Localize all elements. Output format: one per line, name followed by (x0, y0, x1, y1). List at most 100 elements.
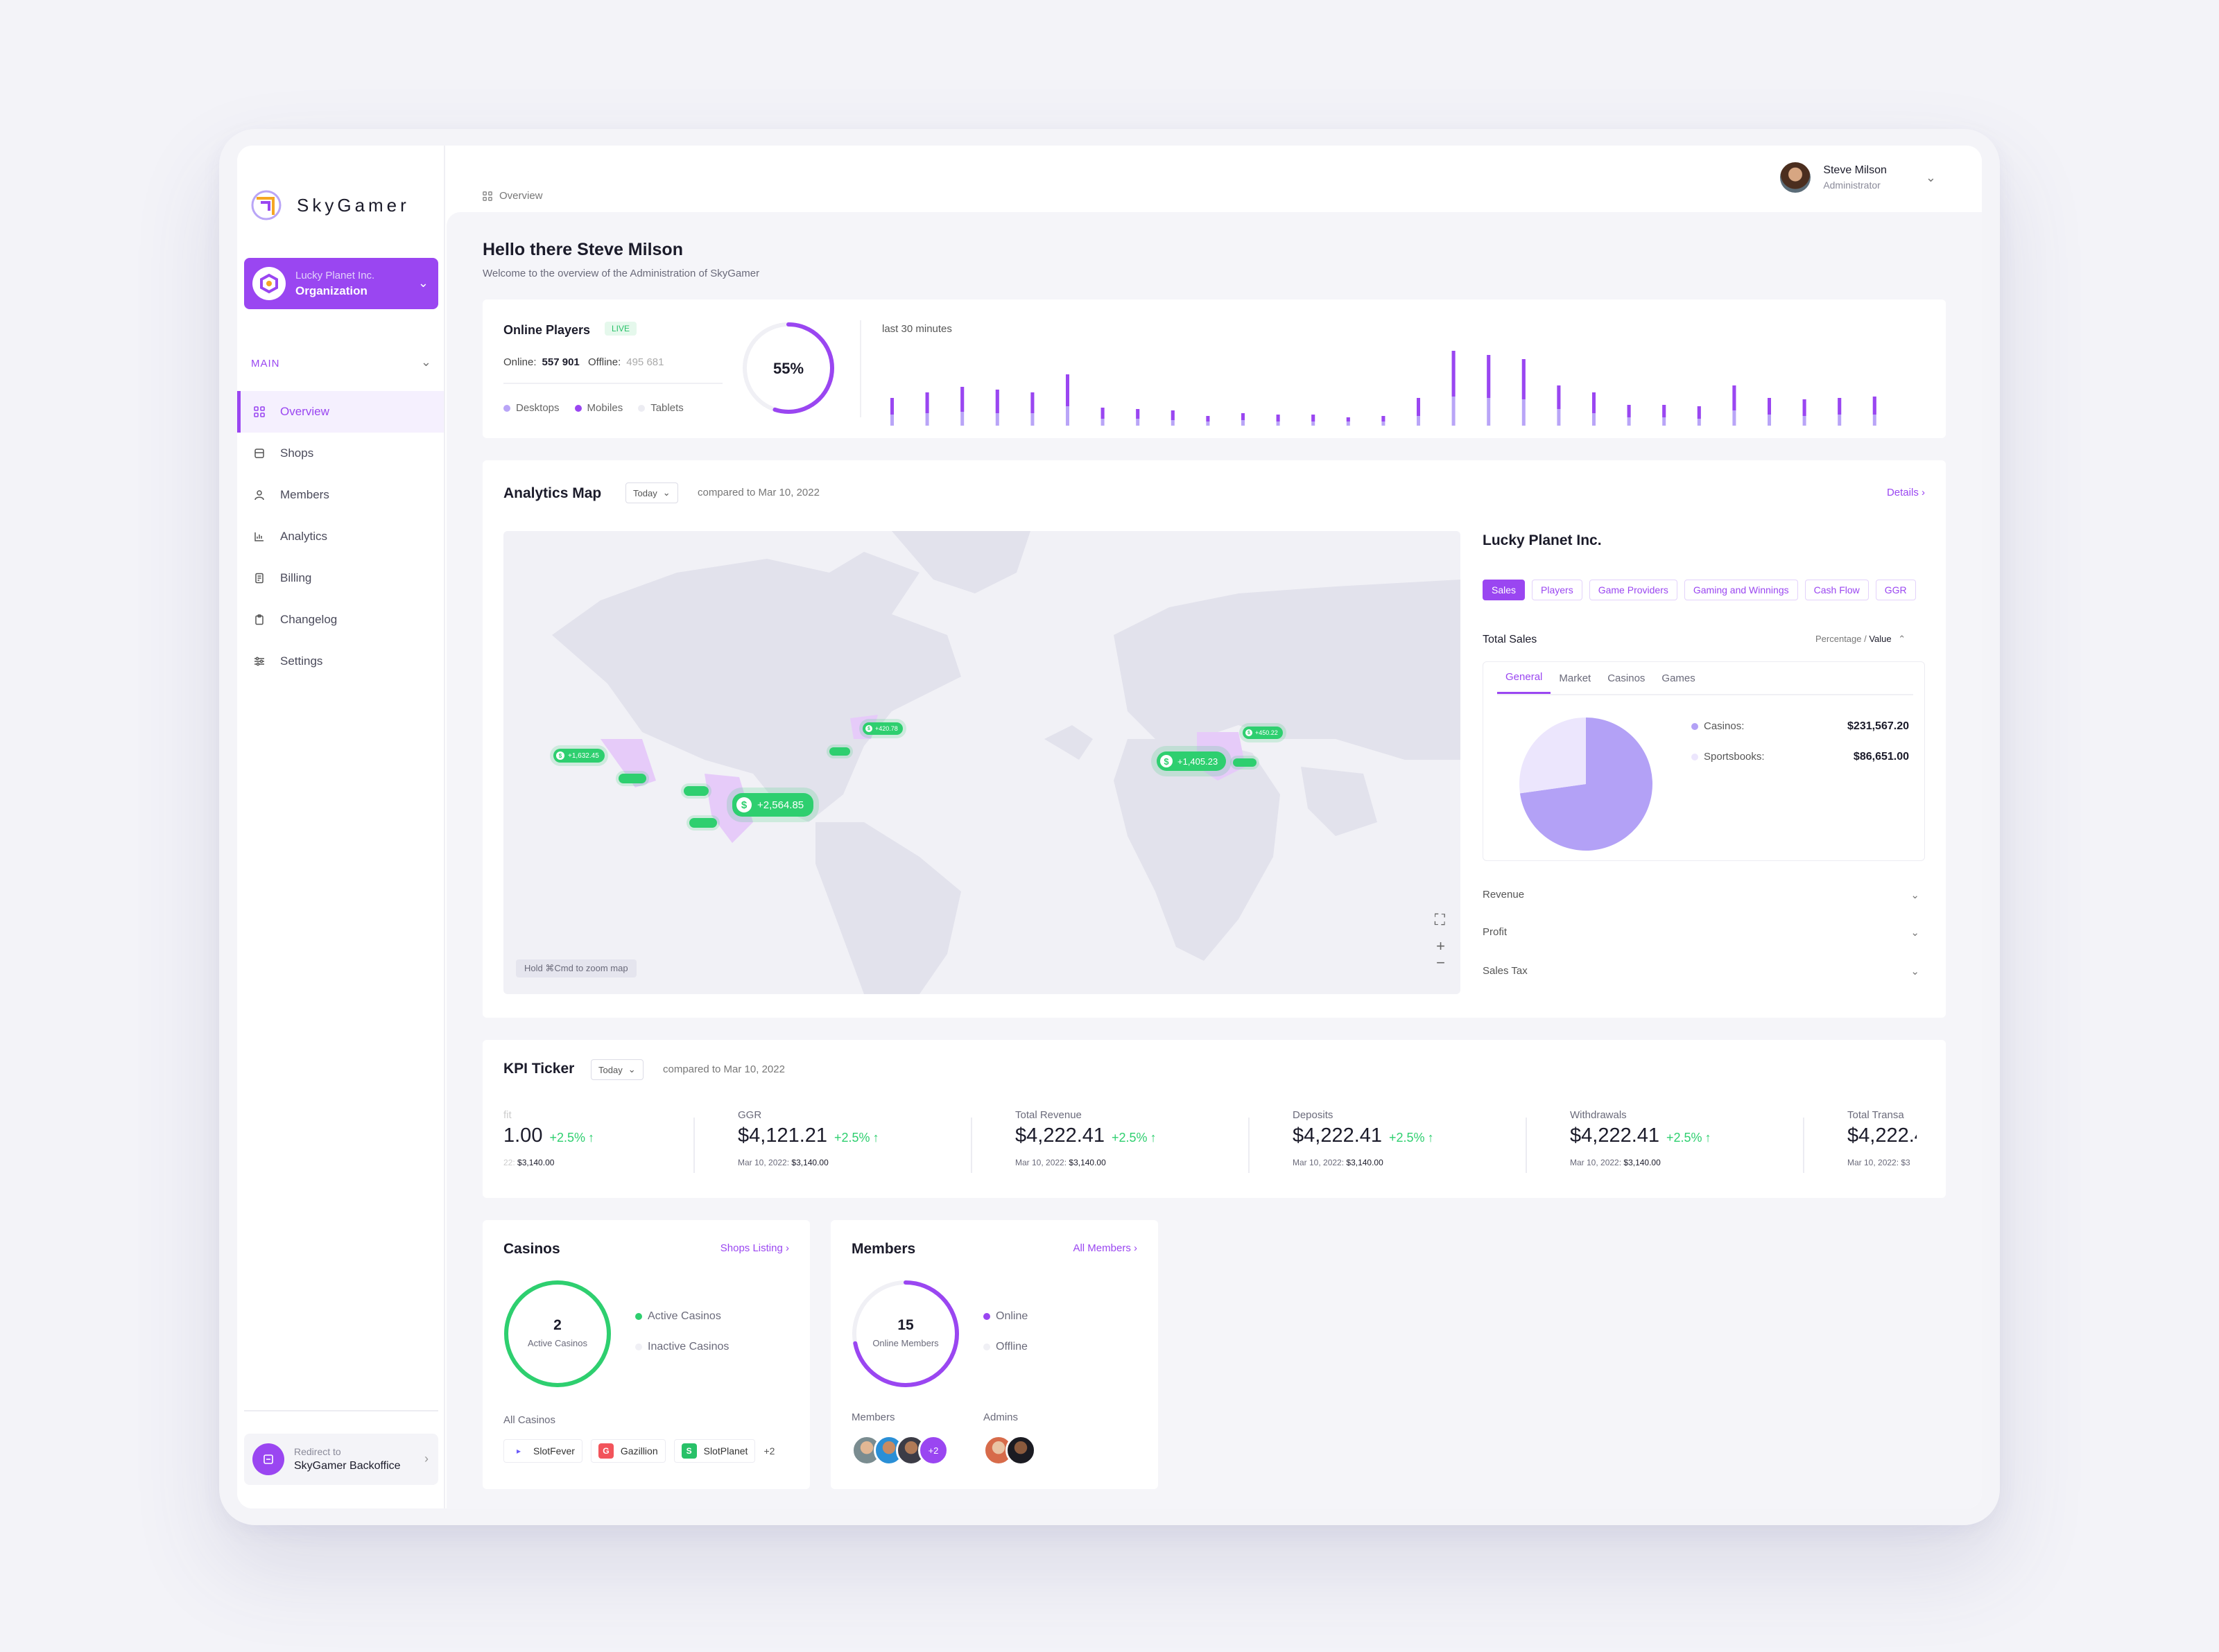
sales-tabs: General Market Casinos Games (1497, 662, 1704, 694)
sidebar-item-changelog[interactable]: Changelog (237, 599, 444, 641)
pie-legend-sportsbooks: Sportsbooks: (1691, 751, 1765, 763)
chip-game-providers[interactable]: Game Providers (1589, 580, 1677, 600)
pie-value-sportsbooks: $86,651.00 (1853, 751, 1909, 763)
sidebar-item-members[interactable]: Members (237, 474, 444, 516)
divider (1803, 1118, 1804, 1173)
map-pin-small[interactable] (619, 774, 646, 783)
user-menu[interactable]: Steve Milson Administrator ⌄ (1780, 162, 1936, 193)
main-content: Hello there Steve Milson Welcome to the … (447, 212, 1982, 1508)
chip-ggr[interactable]: GGR (1875, 580, 1916, 600)
chip-gaming-winnings[interactable]: Gaming and Winnings (1684, 580, 1798, 600)
legend-desktops[interactable]: Desktops (503, 402, 560, 414)
kpi-item: Withdrawals $4,222.41 +2.5% ↑ Mar 10, 2022… (1570, 1109, 1711, 1167)
legend-active: Active Casinos (635, 1310, 721, 1323)
fullscreen-icon[interactable]: ⛶ (1434, 911, 1445, 928)
sidebar-item-settings[interactable]: Settings (237, 641, 444, 682)
chevron-right-icon: › (424, 1452, 429, 1466)
map-pin-small[interactable] (684, 786, 709, 796)
map-pin[interactable]: $ +420.78 (863, 722, 903, 735)
bar-segment (1662, 405, 1666, 417)
online-members-label: Online Members (872, 1338, 939, 1348)
chip-sales[interactable]: Sales (1483, 580, 1526, 600)
bar-segment (1732, 385, 1736, 410)
chip-cash-flow[interactable]: Cash Flow (1804, 580, 1869, 600)
tab-games[interactable]: Games (1661, 672, 1695, 684)
period-select[interactable]: Today ⌄ (591, 1059, 644, 1080)
casino-gazillion[interactable]: G Gazillion (590, 1439, 666, 1463)
chevron-down-icon: ⌄ (1910, 927, 1919, 939)
app-logo[interactable]: SkyGamer (250, 189, 410, 222)
bar-segment (1521, 359, 1526, 399)
sidebar-item-label: Members (280, 488, 329, 501)
shops-listing-link[interactable]: Shops Listing › (720, 1242, 789, 1254)
map-land (552, 531, 1460, 994)
tab-casinos[interactable]: Casinos (1607, 672, 1646, 684)
app-window: SkyGamer Lucky Planet Inc. Organization … (237, 146, 1982, 1508)
kpi-item: GGR $4,121.21 +2.5% ↑ Mar 10, 2022: $3,140… (738, 1109, 879, 1167)
accordion-revenue[interactable]: Revenue ⌄ (1483, 889, 1919, 901)
divider (860, 320, 861, 417)
map-pin[interactable]: $ +1,405.23 (1157, 751, 1227, 771)
breadcrumb[interactable]: Overview (483, 190, 543, 202)
online-count: Online: 557 901 (503, 356, 580, 368)
map-pin-small[interactable] (1233, 758, 1257, 767)
bar-segment (1206, 416, 1210, 421)
legend-mobiles[interactable]: Mobiles (574, 402, 623, 414)
sidebar-item-shops[interactable]: Shops (237, 433, 444, 474)
tab-general[interactable]: General (1497, 662, 1551, 694)
map-pin[interactable]: $ +450.22 (1243, 727, 1283, 739)
dollar-icon: $ (556, 751, 564, 760)
accordion-profit[interactable]: Profit ⌄ (1483, 926, 1919, 939)
live-badge: LIVE (605, 322, 637, 336)
casino-slotplanet[interactable]: S SlotPlanet (673, 1439, 756, 1463)
map-pin[interactable]: $ +1,632.45 (553, 749, 605, 763)
divider (1497, 694, 1913, 695)
tab-market[interactable]: Market (1559, 672, 1591, 684)
percentage-value-toggle[interactable]: Percentage / Value ⌃ (1815, 634, 1906, 644)
more-casinos[interactable]: +2 (763, 1445, 775, 1457)
map-pin-small[interactable] (829, 747, 850, 756)
sliders-icon (252, 654, 266, 668)
organization-switcher[interactable]: Lucky Planet Inc. Organization ⌄ (244, 258, 438, 309)
member-avatars[interactable]: +2 (852, 1435, 949, 1466)
map-pin[interactable]: $ +2,564.85 (732, 793, 814, 817)
bar-segment (1066, 374, 1069, 406)
bar-segment (1136, 409, 1140, 419)
section-collapse-icon[interactable]: ⌄ (420, 355, 431, 369)
chip-players[interactable]: Players (1532, 580, 1582, 600)
kpi-ticker-row[interactable]: fit 1.00 +2.5% ↑ 22: $3,140.00 GGR $4,121.… (483, 1109, 1946, 1192)
device-frame: SkyGamer Lucky Planet Inc. Organization … (219, 129, 2000, 1525)
zoom-in-icon[interactable]: + (1436, 937, 1445, 955)
world-map[interactable]: $ +2,564.85 $ +1,405.23 $ +1,632.45 $ +420.7… (503, 531, 1460, 994)
sidebar-item-billing[interactable]: Billing (237, 557, 444, 599)
legend-tablets[interactable]: Tablets (638, 402, 684, 414)
divider (693, 1118, 695, 1173)
kpi-item: Deposits $4,222.41 +2.5% ↑ Mar 10, 2022: $… (1293, 1109, 1434, 1167)
online-ratio-value: 55% (773, 360, 804, 377)
sidebar-item-overview[interactable]: Overview (237, 391, 444, 433)
arrow-up-icon: ↑ (872, 1131, 879, 1145)
app-name: SkyGamer (297, 194, 410, 216)
dollar-icon: $ (1160, 755, 1173, 767)
accordion-sales-tax[interactable]: Sales Tax ⌄ (1483, 965, 1919, 977)
map-pin-small[interactable] (689, 818, 717, 828)
bar-segment (1100, 408, 1105, 419)
casino-slotfever[interactable]: ▸ SlotFever (503, 1439, 582, 1463)
bar-segment (1697, 406, 1701, 419)
org-label: Organization (295, 284, 368, 297)
redirect-backoffice-button[interactable]: Redirect to SkyGamer Backoffice › (244, 1434, 438, 1485)
admin-avatars[interactable] (983, 1435, 1036, 1466)
sidebar-item-analytics[interactable]: Analytics (237, 516, 444, 557)
bar-segment (1346, 417, 1350, 421)
sales-pie-chart (1519, 718, 1652, 851)
members-card: Members All Members › 15 Online Members … (831, 1220, 1158, 1489)
zoom-out-icon[interactable]: − (1436, 954, 1445, 971)
nav-section-label: MAIN (251, 358, 280, 369)
period-select[interactable]: Today ⌄ (625, 482, 678, 503)
sidebar-nav: Overview Shops Members Analytics Billing… (237, 391, 444, 682)
analytics-map-card: Analytics Map Today ⌄ compared to Mar 10,… (483, 460, 1946, 1018)
divider (1526, 1118, 1527, 1173)
details-link[interactable]: Details › (1886, 487, 1925, 498)
sidebar-item-label: Overview (280, 405, 329, 418)
all-members-link[interactable]: All Members › (1073, 1242, 1137, 1254)
